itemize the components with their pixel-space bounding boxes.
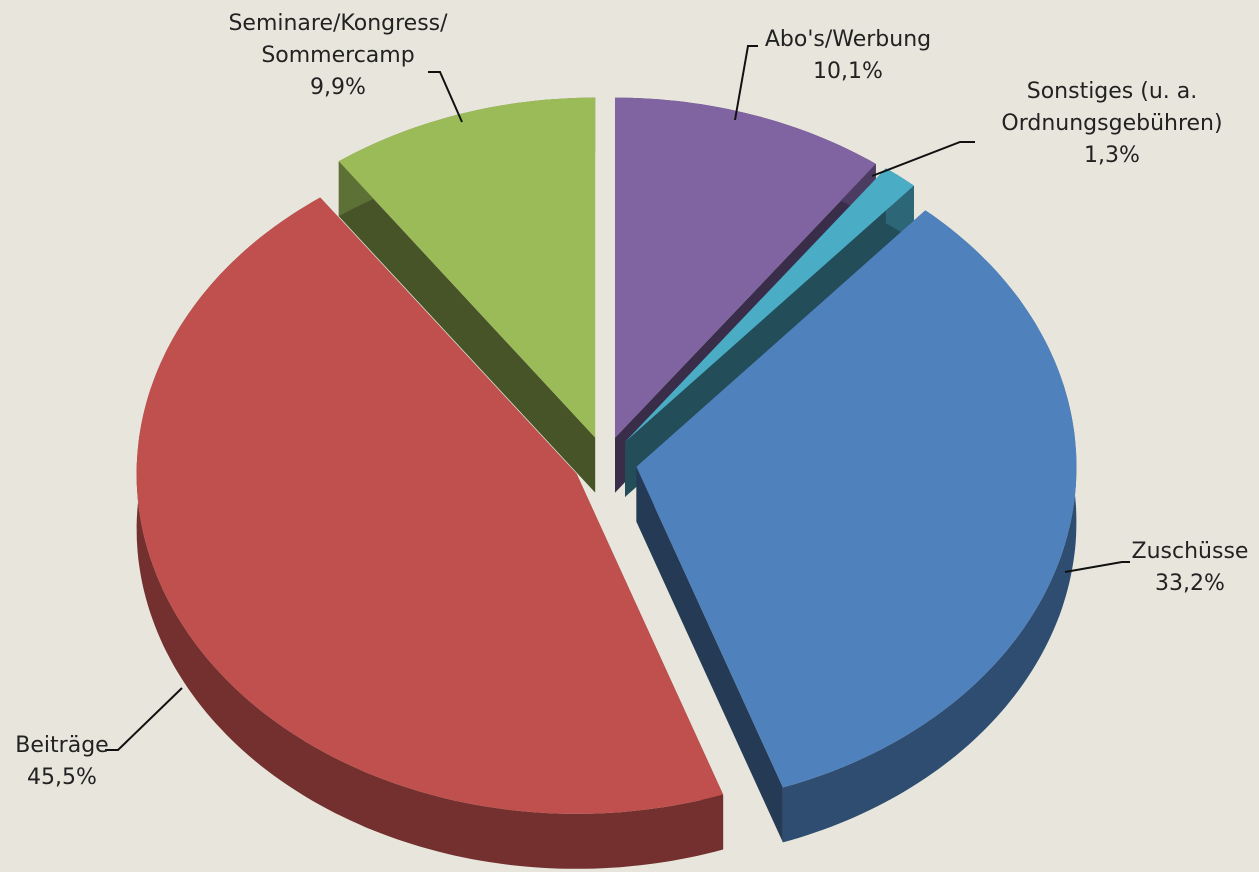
value-label: 45,5% [27, 765, 97, 790]
slice [625, 168, 914, 442]
slice-label: Beiträge 45,5% [15, 730, 108, 794]
category-label: Abo's/Werbung [764, 27, 932, 52]
category-label: Seminare/Kongress/ Sommercamp [228, 11, 448, 68]
category-label: Zuschüsse [1131, 539, 1249, 564]
leader-line [871, 141, 975, 177]
value-label: 10,1% [813, 59, 883, 84]
slice-label: Seminare/Kongress/ Sommercamp 9,9% [228, 8, 447, 104]
slice-side [636, 466, 783, 843]
leader-line [734, 45, 758, 121]
leader-line [105, 687, 183, 751]
slice-side [338, 161, 596, 493]
slice [615, 97, 876, 438]
leader-line [428, 71, 463, 123]
slice [338, 97, 596, 438]
slice-label: Sonstiges (u. a. Ordnungsgebühren) 1,3% [1001, 76, 1222, 172]
slice [136, 197, 724, 814]
value-label: 1,3% [1084, 143, 1140, 168]
slice-label: Abo's/Werbung 10,1% [765, 24, 931, 88]
leader-line [1064, 561, 1130, 573]
slice-rim [782, 210, 1077, 843]
slice [636, 210, 1077, 788]
category-label: Sonstiges (u. a. Ordnungsgebühren) [1001, 79, 1223, 136]
slice-label: Zuschüsse 33,2% [1132, 536, 1249, 600]
category-label: Beiträge [15, 733, 109, 758]
value-label: 9,9% [310, 75, 366, 100]
value-label: 33,2% [1155, 571, 1225, 596]
